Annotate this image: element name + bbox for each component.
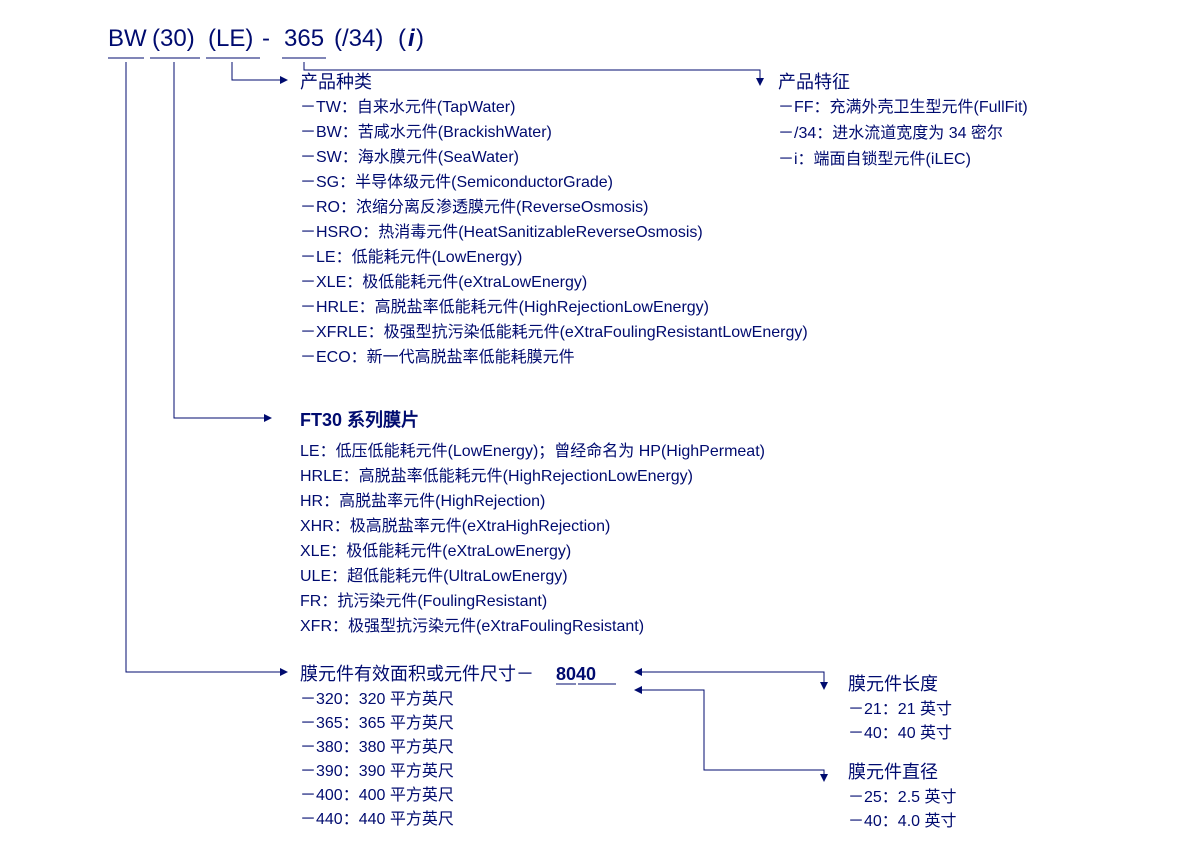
ft30-item: LE：低压低能耗元件(LowEnergy)；曾经命名为 HP(HighPerme… xyxy=(300,442,765,460)
ft30-title: FT30 系列膜片 xyxy=(300,409,419,430)
title-seg: (30) xyxy=(152,25,195,52)
section-item: －LE：低能耗元件(LowEnergy) xyxy=(300,248,522,266)
area-title: 膜元件有效面积或元件尺寸－ xyxy=(300,664,534,684)
section-item: －HSRO：热消毒元件(HeatSanitizableReverseOsmosi… xyxy=(300,223,703,241)
section-item: －XLE：极低能耗元件(eXtraLowEnergy) xyxy=(300,273,587,291)
section-item: －HRLE：高脱盐率低能耗元件(HighRejectionLowEnergy) xyxy=(300,298,709,316)
ft30-item: FR：抗污染元件(FoulingResistant) xyxy=(300,592,547,610)
area-item: －390：390 平方英尺 xyxy=(300,762,454,780)
section-item: －FF：充满外壳卫生型元件(FullFit) xyxy=(778,98,1028,116)
section-item: －XFRLE：极强型抗污染低能耗元件(eXtraFoulingResistant… xyxy=(300,323,808,341)
section-item: －SG：半导体级元件(SemiconductorGrade) xyxy=(300,173,613,191)
title-seg: (/34) xyxy=(334,25,383,52)
title-seg: (LE) xyxy=(208,25,253,52)
area-item: －400：400 平方英尺 xyxy=(300,786,454,804)
ft30-item: HRLE：高脱盐率低能耗元件(HighRejectionLowEnergy) xyxy=(300,467,693,485)
ft30-item: HR：高脱盐率元件(HighRejection) xyxy=(300,492,545,510)
section-item: －21：21 英寸 xyxy=(848,700,952,718)
title-seg: ( xyxy=(398,25,406,52)
section-title: 膜元件直径 xyxy=(848,762,938,782)
area-item: －320：320 平方英尺 xyxy=(300,690,454,708)
area-item: －365：365 平方英尺 xyxy=(300,714,454,732)
title-seg: BW xyxy=(108,25,147,52)
title-seg: i xyxy=(408,25,416,52)
section-title: 产品特征 xyxy=(778,72,850,92)
membrane-code-diagram: BW(30) (LE) - 365 (/34) (i) 产品种类 －TW：自来水元件(Ta… xyxy=(0,0,1200,856)
ft30-item: XFR：极强型抗污染元件(eXtraFoulingResistant) xyxy=(300,617,644,635)
section-item: －SW：海水膜元件(SeaWater) xyxy=(300,148,519,166)
title-seg: - xyxy=(262,25,270,52)
title-seg: 365 xyxy=(284,25,324,52)
area-item: －380：380 平方英尺 xyxy=(300,738,454,756)
section-item: －/34：进水流道宽度为 34 密尔 xyxy=(778,124,1003,142)
section-item: －RO：浓缩分离反渗透膜元件(ReverseOsmosis) xyxy=(300,198,648,216)
section-item: －TW：自来水元件(TapWater) xyxy=(300,98,515,116)
area-8040: 8040 xyxy=(556,664,596,684)
section-item: －i：端面自锁型元件(iLEC) xyxy=(778,150,971,168)
section-item: －ECO：新一代高脱盐率低能耗膜元件 xyxy=(300,348,575,366)
title-seg: ) xyxy=(416,25,424,52)
section-item: －40：40 英寸 xyxy=(848,724,952,742)
section-title: 产品种类 xyxy=(300,72,372,92)
ft30-item: XHR：极高脱盐率元件(eXtraHighRejection) xyxy=(300,517,610,535)
area-item: －440：440 平方英尺 xyxy=(300,810,454,828)
section-item: －40：4.0 英寸 xyxy=(848,812,957,830)
ft30-item: XLE：极低能耗元件(eXtraLowEnergy) xyxy=(300,542,571,560)
section-item: －BW：苦咸水元件(BrackishWater) xyxy=(300,123,552,141)
section-item: －25：2.5 英寸 xyxy=(848,788,957,806)
section-title: 膜元件长度 xyxy=(848,674,938,694)
ft30-item: ULE：超低能耗元件(UltraLowEnergy) xyxy=(300,567,568,585)
